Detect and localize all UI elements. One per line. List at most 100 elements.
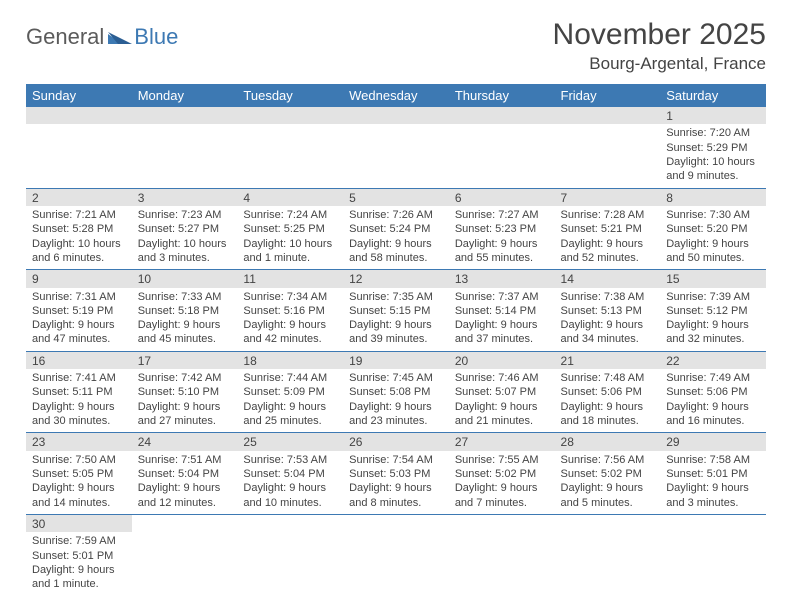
sunrise-text: Sunrise: 7:55 AM: [455, 453, 549, 467]
day-number: 3: [132, 189, 238, 206]
day-body: [343, 124, 449, 176]
day-number: [132, 515, 238, 532]
day-body: Sunrise: 7:49 AMSunset: 5:06 PMDaylight:…: [660, 369, 766, 432]
daylight-text-1: Daylight: 9 hours: [32, 563, 126, 577]
calendar-cell: 18Sunrise: 7:44 AMSunset: 5:09 PMDayligh…: [237, 351, 343, 433]
sunset-text: Sunset: 5:15 PM: [349, 304, 443, 318]
sunset-text: Sunset: 5:01 PM: [32, 549, 126, 563]
calendar-cell: 1Sunrise: 7:20 AMSunset: 5:29 PMDaylight…: [660, 107, 766, 188]
calendar-cell: 12Sunrise: 7:35 AMSunset: 5:15 PMDayligh…: [343, 270, 449, 352]
calendar-cell: 19Sunrise: 7:45 AMSunset: 5:08 PMDayligh…: [343, 351, 449, 433]
day-body: [132, 532, 238, 584]
day-number: 14: [555, 270, 661, 287]
day-number: 10: [132, 270, 238, 287]
calendar-cell: 30Sunrise: 7:59 AMSunset: 5:01 PMDayligh…: [26, 514, 132, 595]
sunset-text: Sunset: 5:01 PM: [666, 467, 760, 481]
sunset-text: Sunset: 5:27 PM: [138, 222, 232, 236]
sunset-text: Sunset: 5:16 PM: [243, 304, 337, 318]
day-number: 30: [26, 515, 132, 532]
day-body: [237, 124, 343, 176]
weekday-header: Thursday: [449, 84, 555, 107]
day-body: Sunrise: 7:42 AMSunset: 5:10 PMDaylight:…: [132, 369, 238, 432]
day-number: 15: [660, 270, 766, 287]
sunrise-text: Sunrise: 7:28 AM: [561, 208, 655, 222]
daylight-text-2: and 1 minute.: [243, 251, 337, 265]
calendar-cell: [660, 514, 766, 595]
calendar-cell: 22Sunrise: 7:49 AMSunset: 5:06 PMDayligh…: [660, 351, 766, 433]
weekday-header: Friday: [555, 84, 661, 107]
sunset-text: Sunset: 5:03 PM: [349, 467, 443, 481]
daylight-text-1: Daylight: 9 hours: [561, 237, 655, 251]
sunrise-text: Sunrise: 7:50 AM: [32, 453, 126, 467]
day-body: [26, 124, 132, 176]
day-number: 1: [660, 107, 766, 124]
sunrise-text: Sunrise: 7:53 AM: [243, 453, 337, 467]
daylight-text-1: Daylight: 9 hours: [666, 481, 760, 495]
day-number: 26: [343, 433, 449, 450]
daylight-text-2: and 55 minutes.: [455, 251, 549, 265]
sunset-text: Sunset: 5:20 PM: [666, 222, 760, 236]
daylight-text-2: and 5 minutes.: [561, 496, 655, 510]
calendar-cell: [132, 107, 238, 188]
day-body: Sunrise: 7:48 AMSunset: 5:06 PMDaylight:…: [555, 369, 661, 432]
daylight-text-2: and 7 minutes.: [455, 496, 549, 510]
sunrise-text: Sunrise: 7:42 AM: [138, 371, 232, 385]
day-body: [555, 124, 661, 176]
daylight-text-1: Daylight: 9 hours: [243, 400, 337, 414]
logo-word-1: General: [26, 24, 104, 50]
daylight-text-1: Daylight: 9 hours: [32, 318, 126, 332]
calendar-cell: 24Sunrise: 7:51 AMSunset: 5:04 PMDayligh…: [132, 433, 238, 515]
day-number: [237, 515, 343, 532]
sunrise-text: Sunrise: 7:44 AM: [243, 371, 337, 385]
weekday-header: Tuesday: [237, 84, 343, 107]
day-body: Sunrise: 7:26 AMSunset: 5:24 PMDaylight:…: [343, 206, 449, 269]
day-body: Sunrise: 7:34 AMSunset: 5:16 PMDaylight:…: [237, 288, 343, 351]
calendar-cell: 25Sunrise: 7:53 AMSunset: 5:04 PMDayligh…: [237, 433, 343, 515]
calendar-cell: [132, 514, 238, 595]
day-body: Sunrise: 7:35 AMSunset: 5:15 PMDaylight:…: [343, 288, 449, 351]
header-block: General Blue November 2025 Bourg-Argenta…: [26, 18, 766, 74]
calendar-cell: 23Sunrise: 7:50 AMSunset: 5:05 PMDayligh…: [26, 433, 132, 515]
month-title: November 2025: [553, 18, 766, 52]
day-body: Sunrise: 7:24 AMSunset: 5:25 PMDaylight:…: [237, 206, 343, 269]
weekday-header: Monday: [132, 84, 238, 107]
daylight-text-1: Daylight: 9 hours: [666, 318, 760, 332]
day-body: Sunrise: 7:30 AMSunset: 5:20 PMDaylight:…: [660, 206, 766, 269]
calendar-cell: [343, 107, 449, 188]
calendar-cell: 7Sunrise: 7:28 AMSunset: 5:21 PMDaylight…: [555, 188, 661, 270]
sunrise-text: Sunrise: 7:39 AM: [666, 290, 760, 304]
day-number: [237, 107, 343, 124]
day-number: 19: [343, 352, 449, 369]
calendar-cell: 5Sunrise: 7:26 AMSunset: 5:24 PMDaylight…: [343, 188, 449, 270]
day-body: Sunrise: 7:38 AMSunset: 5:13 PMDaylight:…: [555, 288, 661, 351]
sunrise-text: Sunrise: 7:35 AM: [349, 290, 443, 304]
sunset-text: Sunset: 5:19 PM: [32, 304, 126, 318]
day-number: 7: [555, 189, 661, 206]
sunrise-text: Sunrise: 7:54 AM: [349, 453, 443, 467]
calendar-cell: [449, 514, 555, 595]
daylight-text-1: Daylight: 9 hours: [32, 400, 126, 414]
daylight-text-1: Daylight: 9 hours: [243, 318, 337, 332]
day-body: Sunrise: 7:44 AMSunset: 5:09 PMDaylight:…: [237, 369, 343, 432]
day-body: Sunrise: 7:37 AMSunset: 5:14 PMDaylight:…: [449, 288, 555, 351]
day-number: [449, 515, 555, 532]
day-number: [343, 515, 449, 532]
calendar-cell: [343, 514, 449, 595]
sunrise-text: Sunrise: 7:21 AM: [32, 208, 126, 222]
calendar-row: 23Sunrise: 7:50 AMSunset: 5:05 PMDayligh…: [26, 433, 766, 515]
logo-word-2: Blue: [134, 24, 178, 50]
day-number: [343, 107, 449, 124]
daylight-text-2: and 50 minutes.: [666, 251, 760, 265]
daylight-text-2: and 30 minutes.: [32, 414, 126, 428]
calendar-cell: 6Sunrise: 7:27 AMSunset: 5:23 PMDaylight…: [449, 188, 555, 270]
day-body: [132, 124, 238, 176]
day-number: 29: [660, 433, 766, 450]
sunset-text: Sunset: 5:10 PM: [138, 385, 232, 399]
sunrise-text: Sunrise: 7:48 AM: [561, 371, 655, 385]
daylight-text-2: and 3 minutes.: [666, 496, 760, 510]
daylight-text-2: and 34 minutes.: [561, 332, 655, 346]
calendar-cell: [237, 514, 343, 595]
weekday-header: Wednesday: [343, 84, 449, 107]
calendar-cell: 20Sunrise: 7:46 AMSunset: 5:07 PMDayligh…: [449, 351, 555, 433]
calendar-cell: [555, 107, 661, 188]
